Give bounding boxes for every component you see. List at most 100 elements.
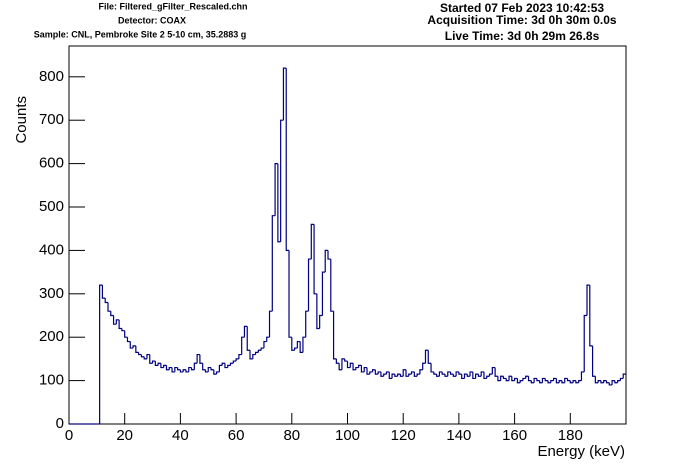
histogram-bin: [575, 380, 579, 384]
x-tick-label: 40: [172, 427, 189, 444]
started-label: Started 07 Feb 2023 10:42:53: [440, 1, 604, 15]
histogram-bin: [619, 377, 624, 381]
histogram-bin: [611, 380, 615, 385]
histogram-bin: [179, 369, 184, 373]
histogram-bin: [566, 378, 571, 382]
histogram-bin: [550, 380, 554, 383]
x-tick-label: 120: [391, 427, 416, 444]
y-tick-label: 100: [39, 372, 64, 389]
histogram-bin: [477, 374, 482, 377]
histogram-bin: [118, 319, 122, 330]
histogram-bin: [569, 380, 574, 384]
histogram-bin: [241, 336, 245, 355]
histogram-bin: [558, 380, 562, 383]
histogram-bin: [480, 371, 484, 377]
histogram-bin: [580, 371, 585, 381]
file-label: File: Filtered_gFilter_Rescaled.chn: [98, 1, 247, 11]
histogram-bin: [224, 363, 228, 369]
histogram-bin: [422, 362, 426, 370]
histogram-bin: [430, 363, 434, 373]
y-tick-label: 300: [39, 285, 64, 302]
histogram-bin: [268, 310, 273, 338]
y-axis-label: Counts: [13, 96, 30, 144]
histogram-bin: [338, 363, 342, 371]
histogram-bin: [324, 249, 329, 273]
histogram-bin: [583, 314, 588, 372]
histogram-bin: [149, 354, 153, 364]
histogram-bin: [260, 347, 264, 351]
histogram-bin: [383, 373, 387, 377]
histogram-bin: [138, 352, 142, 356]
histogram-bin: [536, 378, 540, 382]
histogram-bin: [530, 380, 535, 384]
histogram-bin: [335, 358, 340, 364]
histogram-bin: [500, 375, 504, 381]
histogram-bin: [488, 373, 493, 377]
histogram-bin: [174, 366, 178, 372]
histogram-bin: [235, 358, 239, 362]
histogram-bin: [374, 369, 379, 375]
histogram-bin: [107, 302, 111, 312]
histogram-bin: [249, 350, 253, 360]
histogram-bin: [533, 377, 537, 383]
histogram-bin: [346, 361, 351, 369]
histogram-bin: [525, 375, 529, 379]
histogram-bin: [491, 366, 496, 375]
histogram-bin: [280, 119, 284, 242]
histogram-bin: [110, 311, 114, 317]
histogram-bin: [135, 345, 139, 353]
histogram-bin: [296, 340, 301, 349]
histogram-bin: [207, 366, 212, 372]
histogram-bin: [221, 362, 225, 366]
histogram-bin: [511, 376, 515, 382]
histogram-bin: [104, 298, 108, 304]
y-tick-label: 200: [39, 328, 64, 345]
histogram-bin: [330, 259, 334, 312]
histogram-bin: [508, 375, 512, 381]
histogram-bin: [497, 376, 501, 382]
histogram-bin: [505, 378, 510, 382]
histogram-bin: [486, 375, 490, 379]
histogram-bin: [213, 369, 217, 375]
histogram-bin: [469, 371, 473, 377]
histogram-bin: [466, 374, 471, 377]
histogram-bin: [516, 378, 521, 384]
histogram-bin: [124, 330, 128, 338]
histogram-bin: [416, 373, 420, 377]
histogram-bin: [591, 345, 596, 377]
histogram-bin: [502, 376, 507, 380]
histogram-bin: [129, 341, 134, 349]
histogram-bin: [519, 380, 523, 383]
histogram-bin: [608, 382, 613, 386]
x-tick-label: 100: [335, 427, 360, 444]
histogram-bin: [204, 369, 209, 373]
x-tick-label: 140: [446, 427, 471, 444]
histogram-bin: [252, 353, 256, 359]
histogram-bin: [572, 380, 576, 383]
histogram-bin: [380, 371, 384, 377]
histogram-bin: [99, 284, 103, 424]
histogram-bin: [182, 369, 186, 372]
histogram-bin: [263, 340, 267, 349]
histogram-bin: [307, 258, 312, 312]
histogram-bin: [299, 341, 303, 353]
y-tick-label: 500: [39, 198, 64, 215]
histogram-bin: [388, 371, 393, 380]
histogram-bin: [394, 374, 398, 377]
x-tick-label: 160: [502, 427, 527, 444]
histogram-bin: [288, 250, 292, 338]
histogram-bin: [527, 376, 532, 382]
histogram-bin: [332, 311, 337, 360]
histogram-bin: [344, 358, 348, 362]
histogram-bin: [140, 354, 145, 358]
y-tick-label: 600: [39, 155, 64, 172]
histogram-bin: [433, 371, 437, 375]
x-tick-label: 80: [283, 427, 300, 444]
histogram-bin: [168, 366, 173, 370]
histogram-bin: [614, 380, 618, 384]
histogram-bin: [436, 374, 440, 377]
histogram-bin: [355, 366, 359, 370]
histogram-bin: [399, 374, 404, 377]
histogram-bin: [196, 353, 200, 364]
